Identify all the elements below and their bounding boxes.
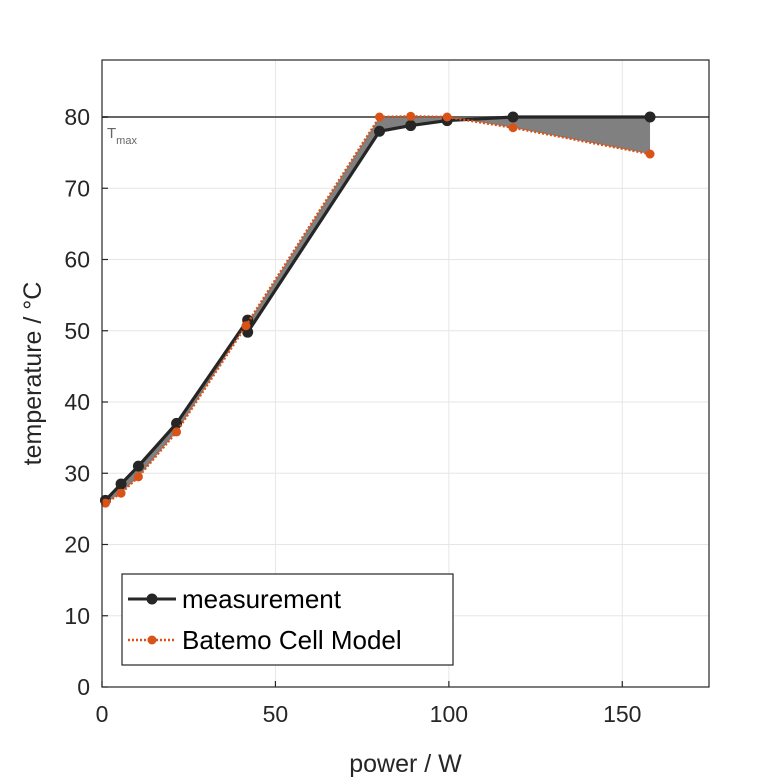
- data-point-measurement: [132, 460, 144, 472]
- y-tick-label: 70: [64, 175, 90, 201]
- x-tick-label: 50: [263, 701, 289, 727]
- legend-marker-measurement: [146, 593, 158, 605]
- data-point-measurement: [115, 478, 127, 490]
- series-line-batemo-model: [104, 115, 651, 505]
- x-tick-label: 150: [603, 701, 641, 727]
- y-axis-ticks: 0 10 20 30 40 50 60 70 80: [64, 104, 108, 700]
- data-point-batemo-model: [442, 112, 452, 122]
- legend: measurement Batemo Cell Model: [121, 573, 454, 666]
- data-point-measurement: [171, 417, 183, 429]
- y-tick-label: 60: [64, 247, 90, 273]
- series-layer: [99, 111, 656, 508]
- data-point-batemo-model: [374, 112, 384, 122]
- data-point-batemo-model: [241, 321, 251, 331]
- legend-box: [121, 573, 454, 666]
- data-point-batemo-model: [116, 488, 126, 498]
- x-tick-label: 0: [96, 701, 109, 727]
- data-point-measurement: [507, 111, 519, 123]
- series-batemo-model: [100, 111, 655, 508]
- tmax-label-main: T: [107, 125, 116, 142]
- legend-entry-batemo: Batemo Cell Model: [128, 625, 402, 655]
- tmax-label-sub: max: [116, 135, 137, 147]
- data-point-measurement: [405, 120, 417, 132]
- legend-marker-batemo: [147, 635, 157, 645]
- legend-label-batemo: Batemo Cell Model: [182, 625, 402, 655]
- y-tick-label: 50: [64, 318, 90, 344]
- y-tick-label: 40: [64, 389, 90, 415]
- data-point-measurement: [373, 125, 385, 137]
- data-point-batemo-model: [406, 111, 416, 121]
- y-tick-label: 30: [64, 460, 90, 486]
- y-tick-label: 0: [77, 674, 90, 700]
- data-point-batemo-model: [100, 498, 110, 508]
- legend-entry-measurement: measurement: [128, 584, 342, 614]
- data-point-batemo-model: [172, 427, 182, 437]
- data-point-batemo-model: [133, 472, 143, 482]
- grid: [101, 60, 709, 688]
- tmax-label: Tmax: [107, 125, 137, 147]
- x-tick-label: 100: [430, 701, 468, 727]
- data-point-batemo-model: [508, 123, 518, 133]
- x-axis-ticks: 0 50 100 150: [96, 681, 641, 727]
- x-axis-label: power / W: [349, 750, 462, 778]
- y-tick-label: 10: [64, 603, 90, 629]
- plot-frame: [101, 59, 710, 688]
- y-tick-label: 80: [64, 104, 90, 130]
- y-tick-label: 20: [64, 532, 90, 558]
- y-axis-label: temperature / °C: [19, 282, 47, 466]
- legend-label-measurement: measurement: [182, 584, 342, 614]
- data-point-batemo-model: [645, 149, 655, 159]
- data-point-measurement: [644, 111, 656, 123]
